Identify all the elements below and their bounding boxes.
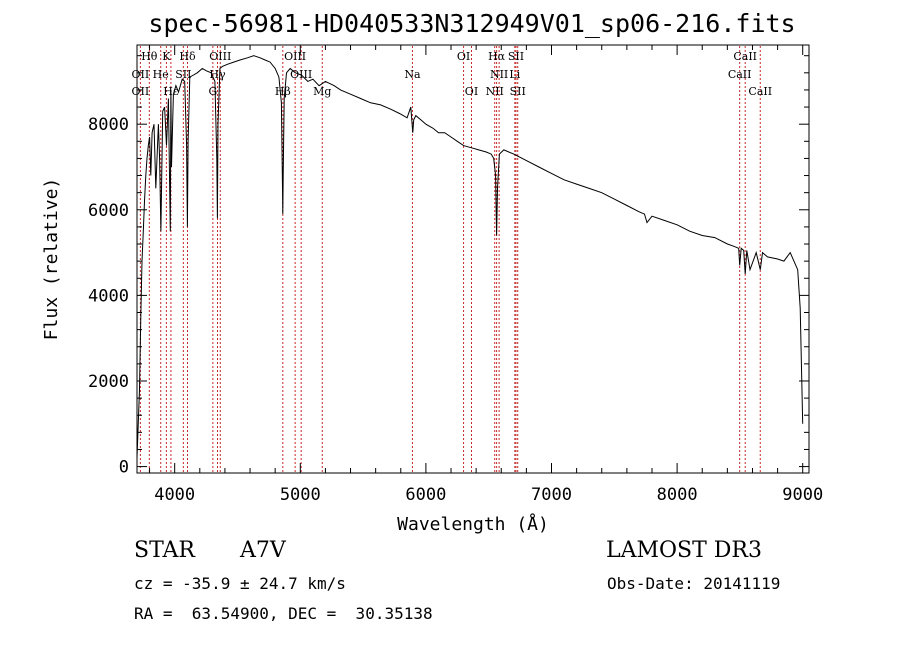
line-label-lines_top-6: Hα [488,50,506,63]
line-label-lines_top-8: CaII [733,50,757,63]
line-label-lines_mid-1: He [153,68,169,81]
line-label-lines_mid-0: OII [132,68,150,81]
line-label-lines_top-2: Hδ [179,50,196,63]
line-label-lines_low-6: NII [486,85,504,98]
x-tick-label-4: 8000 [657,485,698,505]
spectrum-trace [136,55,804,459]
x-tick-label-5: 9000 [782,485,823,505]
y-tick-label-1: 2000 [88,372,129,392]
y-tick-label-0: 0 [119,458,129,478]
y-axis-ticks: 0 2000 4000 6000 8000 [88,55,809,478]
line-label-lines_top-5: OI [457,50,470,63]
line-label-lines_mid-8: CaII [728,68,752,81]
line-label-lines_mid-7: Li [509,68,520,81]
x-tick-label-0: 4000 [154,485,195,505]
line-label-lines_low-8: CaII [748,85,772,98]
x-tick-label-2: 6000 [405,485,446,505]
line-label-lines_mid-5: Na [404,68,421,81]
spectral-line-markers [139,46,761,472]
survey-name: LAMOST DR3 [606,538,762,563]
line-label-lines_low-7: SII [510,85,526,98]
line-label-lines_top-0: Hθ [141,50,158,63]
object-class: STAR [134,538,195,563]
x-axis-ticks: 4000 5000 6000 7000 8000 9000 [149,45,823,505]
y-axis-label: Flux (relative) [41,178,62,341]
line-label-lines_mid-2: SII [175,68,191,81]
line-label-lines_mid-6: NII [490,68,508,81]
line-label-lines_top-4: OIII [284,50,306,63]
line-label-lines_top-1: K [162,50,171,63]
line-label-lines_low-3: Hβ [275,85,291,98]
line-label-lines_low-0: OII [132,85,150,98]
x-tick-label-3: 7000 [531,485,572,505]
line-label-lines_low-5: OI [465,85,478,98]
y-tick-label-2: 4000 [88,286,129,306]
y-tick-label-3: 6000 [88,201,129,221]
observation-date: Obs-Date: 20141119 [607,574,781,593]
line-label-lines_top-7: SII [508,50,524,63]
spectral-subclass: A7V [240,538,286,563]
redshift-value: cz = -35.9 ± 24.7 km/s [134,574,346,593]
x-axis-label: Wavelength (Å) [397,513,549,535]
line-label-lines_low-4: Mg [313,85,331,98]
coordinates: RA = 63.54900, DEC = 30.35138 [134,604,433,623]
y-tick-label-4: 8000 [88,115,129,135]
line-label-lines_low-2: G [208,85,217,98]
x-tick-label-1: 5000 [280,485,321,505]
chart-title: spec-56981-HD040533N312949V01_sp06-216.f… [148,9,795,38]
plot-frame [136,44,810,474]
line-label-lines_top-3: OIII [209,50,231,63]
